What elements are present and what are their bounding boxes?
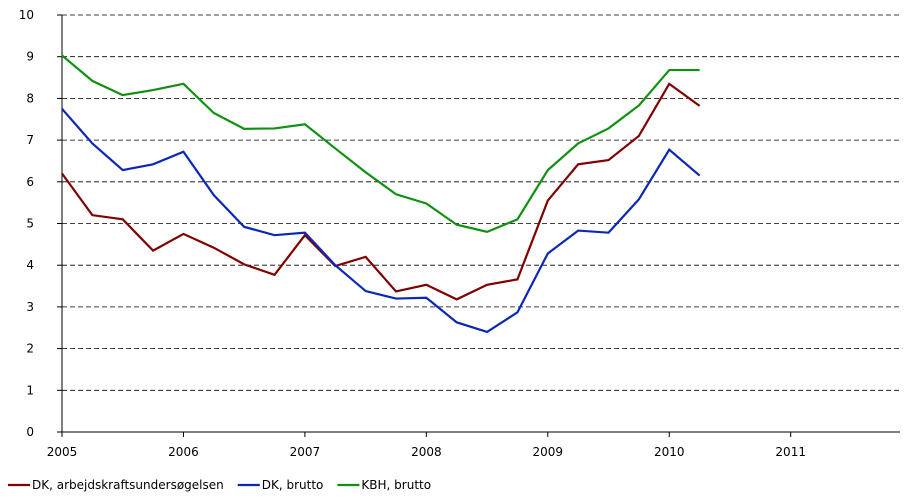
y-tick-label: 4 <box>26 258 34 272</box>
y-tick-label: 10 <box>19 8 34 22</box>
y-tick-label: 2 <box>26 342 34 356</box>
series-line <box>61 108 701 334</box>
y-tick-label: 9 <box>26 50 34 64</box>
legend-label: KBH, brutto <box>361 478 431 492</box>
x-tick-label: 2011 <box>775 445 806 459</box>
y-tick-label: 3 <box>26 300 34 314</box>
x-tick-label: 2010 <box>654 445 685 459</box>
x-tick-label: 2009 <box>533 445 564 459</box>
x-tick-label: 2007 <box>290 445 321 459</box>
x-tick-label: 2006 <box>168 445 199 459</box>
y-tick-label: 1 <box>26 383 34 397</box>
legend-label: DK, brutto <box>262 478 324 492</box>
legend-label: DK, arbejdskraftsundersøgelsen <box>32 478 224 492</box>
series-line <box>61 82 701 301</box>
series-line <box>61 54 700 233</box>
y-tick-label: 7 <box>26 133 34 147</box>
x-tick-label: 2008 <box>411 445 442 459</box>
y-tick-label: 6 <box>26 175 34 189</box>
y-tick-label: 5 <box>26 217 34 231</box>
y-tick-label: 8 <box>26 91 34 105</box>
x-tick-label: 2005 <box>47 445 78 459</box>
y-tick-label: 0 <box>26 425 34 439</box>
